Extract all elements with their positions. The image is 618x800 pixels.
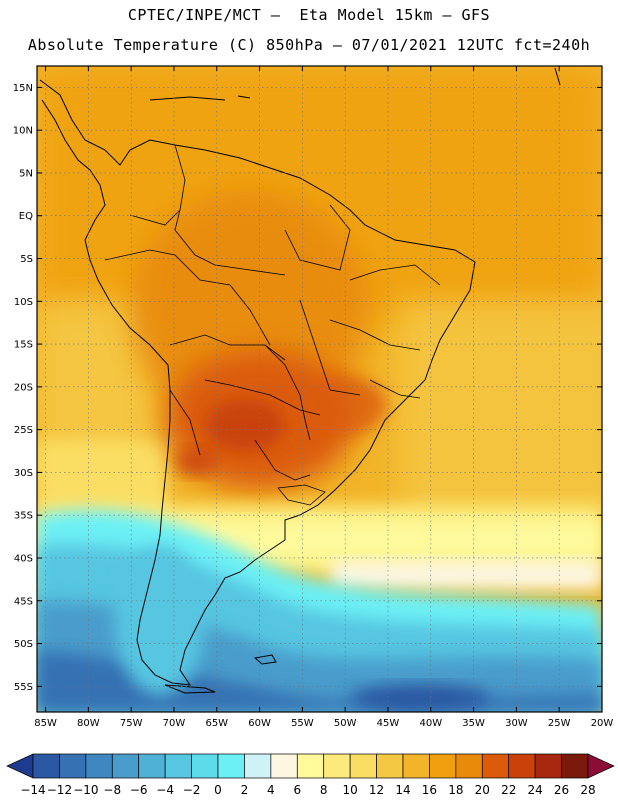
lat-label: EQ [19, 211, 33, 222]
colorbar-label: −12 [47, 783, 72, 797]
colorbar-box [85, 753, 113, 779]
temperature-field [37, 66, 602, 712]
colorbar-label: 22 [501, 783, 516, 797]
latitude-labels: 15N 10N 5N EQ 5S 10S 15S 20S 25S 30S 35S 40S 45S 50S 5… [13, 83, 602, 693]
colorbar-label: −6 [130, 783, 148, 797]
colorbar-box [217, 753, 245, 779]
colorbar-labels: −14 −12 −10 −8 −6 −4 −2 0 2 4 6 8 10 12 14 16 18 20 22 24 26… [20, 783, 595, 797]
country-borders [104, 144, 441, 506]
lat-label: 15N [13, 83, 33, 94]
lon-label: 45W [377, 718, 400, 729]
map-title-line2: Absolute Temperature (C) 850hPa – 07/01/… [27, 36, 591, 54]
lat-label: 5N [19, 168, 33, 179]
colorbar-label: 26 [554, 783, 569, 797]
colorbar-label: 4 [267, 783, 275, 797]
colorbar-label: 12 [369, 783, 384, 797]
lat-label: 5S [20, 254, 33, 265]
colorbar-label: −14 [20, 783, 45, 797]
colorbar-label: −4 [156, 783, 174, 797]
map-title-line1: CPTEC/INPE/MCT – Eta Model 15km – GFS [127, 6, 491, 24]
lat-label: 15S [14, 340, 33, 351]
colorbar-boxes [6, 753, 615, 779]
colorbar-box [164, 753, 192, 779]
colorbar-box [561, 753, 589, 779]
colorbar-box [508, 753, 536, 779]
lat-label: 40S [14, 553, 33, 564]
lon-label: 20W [591, 718, 614, 729]
lat-label: 35S [14, 511, 33, 522]
lon-label: 55W [291, 718, 314, 729]
lon-label: 70W [163, 718, 186, 729]
colorbar-label: 10 [343, 783, 358, 797]
colorbar-box [534, 753, 562, 779]
colorbar-label: 18 [448, 783, 463, 797]
lon-label: 65W [205, 718, 228, 729]
colorbar-box [138, 753, 166, 779]
lon-label: 35W [462, 718, 485, 729]
colorbar-min-arrow [6, 753, 34, 779]
colorbar-box [481, 753, 510, 779]
lat-label: 10N [13, 126, 33, 137]
colorbar-box [323, 753, 351, 779]
colorbar-label: −2 [183, 783, 201, 797]
colorbar-box [191, 753, 219, 779]
lat-label: 55S [14, 682, 33, 693]
colorbar-label: 8 [320, 783, 328, 797]
map-frame [36, 65, 603, 713]
colorbar-box [376, 753, 404, 779]
lon-label: 75W [120, 718, 143, 729]
longitude-labels: 85W 80W 75W 70W 65W 60W 55W 50W 45W 40W 35W 30W 25W 2… [34, 66, 613, 729]
colorbar-box [455, 753, 483, 779]
lon-label: 25W [548, 718, 571, 729]
colorbar-box [429, 753, 457, 779]
coastline [39, 67, 561, 694]
colorbar-box [32, 753, 60, 779]
colorbar-label: 20 [475, 783, 490, 797]
colorbar-label: −8 [103, 783, 121, 797]
colorbar-label: 14 [395, 783, 410, 797]
colorbar-max-arrow [587, 753, 615, 779]
colorbar-label: 28 [580, 783, 595, 797]
lon-label: 30W [505, 718, 528, 729]
colorbar-box [270, 753, 298, 779]
colorbar-box [402, 753, 430, 779]
lat-label: 20S [14, 382, 33, 393]
lat-label: 50S [14, 639, 33, 650]
lon-label: 50W [334, 718, 357, 729]
lat-label: 45S [14, 596, 33, 607]
lon-label: 80W [77, 718, 100, 729]
colorbar-label: 6 [293, 783, 301, 797]
lon-label: 60W [248, 718, 271, 729]
colorbar-box [296, 753, 325, 779]
lat-label: 10S [14, 297, 33, 308]
colorbar-box [59, 753, 87, 779]
lon-label: 85W [34, 718, 57, 729]
colorbar-label: 16 [422, 783, 437, 797]
colorbar-label: 24 [528, 783, 543, 797]
lon-label: 40W [419, 718, 442, 729]
colorbar-box [244, 753, 272, 779]
colorbar-label: 0 [214, 783, 222, 797]
lat-label: 25S [14, 425, 33, 436]
colorbar-box [111, 753, 140, 779]
colorbar-label: −10 [73, 783, 98, 797]
lat-label: 30S [14, 468, 33, 479]
colorbar-box [349, 753, 377, 779]
colorbar-label: 2 [241, 783, 249, 797]
